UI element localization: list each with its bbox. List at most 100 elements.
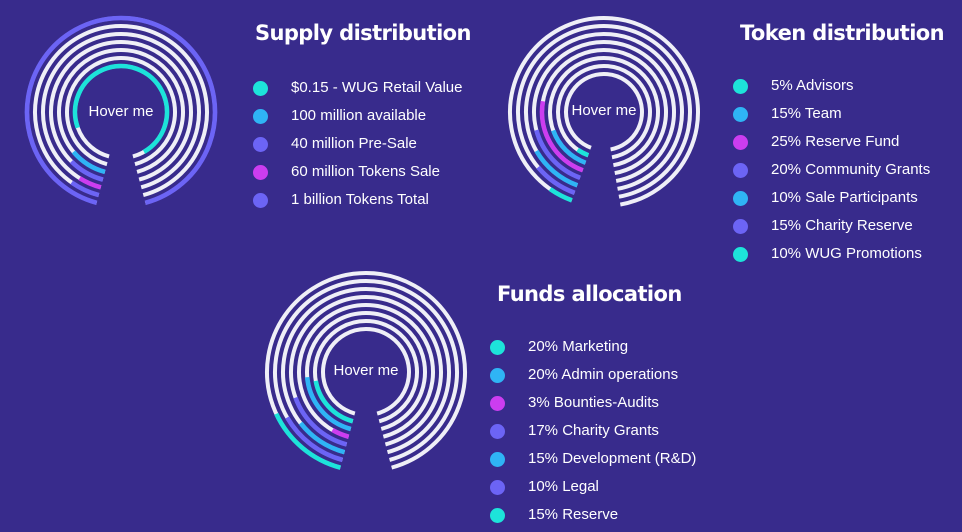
legend-label: $0.15 - WUG Retail Value xyxy=(291,79,463,96)
ring-track xyxy=(516,24,692,199)
ring-track xyxy=(563,72,644,152)
token-distribution-chart[interactable]: Hover me xyxy=(507,11,701,213)
ring-track xyxy=(297,303,435,439)
legend-item: 15% Team xyxy=(733,100,930,128)
legend-label: 1 billion Tokens Total xyxy=(291,191,429,208)
ring-segment xyxy=(72,63,170,154)
supply-distribution-rings xyxy=(24,15,218,206)
supply-distribution-legend: $0.15 - WUG Retail Value 100 million avai… xyxy=(253,74,462,214)
supply-hover-label: Hover me xyxy=(88,103,154,120)
ring-track xyxy=(57,48,185,174)
ring-track xyxy=(508,15,700,207)
legend-label: 10% WUG Promotions xyxy=(771,245,922,262)
supply-distribution-title: Supply distribution xyxy=(255,21,471,45)
legend-dot-icon xyxy=(253,165,268,180)
ring-track xyxy=(265,271,467,470)
legend-dot-icon xyxy=(490,396,505,411)
ring-segment xyxy=(71,150,106,175)
legend-item: 17% Charity Grants xyxy=(490,417,696,445)
legend-dot-icon xyxy=(253,81,268,96)
legend-item: 10% Legal xyxy=(490,473,696,501)
token-distribution-legend: 5% Advisors 15% Team 25% Reserve Fund 20% C… xyxy=(733,72,930,268)
legend-label: 20% Community Grants xyxy=(771,161,931,178)
legend-dot-icon xyxy=(490,424,505,439)
supply-distribution-chart[interactable]: Hover me xyxy=(24,11,218,213)
ring-track xyxy=(41,32,201,190)
ring-segment xyxy=(293,396,348,447)
ring-segment xyxy=(70,180,100,198)
ring-track xyxy=(33,24,209,198)
funds-allocation-legend: 20% Marketing 20% Admin operations 3% Boun… xyxy=(490,333,696,529)
ring-segment xyxy=(78,176,102,190)
legend-label: 15% Reserve xyxy=(528,506,619,523)
ring-segment xyxy=(24,15,218,206)
legend-dot-icon xyxy=(733,135,748,150)
ring-segment xyxy=(298,421,346,455)
legend-label: 3% Bounties-Audits xyxy=(528,394,659,411)
legend-label: 60 million Tokens Sale xyxy=(291,163,440,180)
ring-track xyxy=(65,56,177,167)
legend-item: 3% Bounties-Audits xyxy=(490,389,696,417)
ring-segment xyxy=(536,165,576,195)
legend-label: 5% Advisors xyxy=(771,77,854,94)
ring-segment xyxy=(285,416,344,463)
ring-segment xyxy=(274,412,341,470)
ring-track xyxy=(281,287,451,455)
ring-track xyxy=(321,326,411,416)
ring-segment xyxy=(534,149,579,188)
legend-label: 15% Team xyxy=(771,105,842,122)
ring-track xyxy=(555,64,652,160)
ring-segment xyxy=(548,187,573,203)
legend-dot-icon xyxy=(733,191,748,206)
ring-segment xyxy=(331,428,350,439)
legend-item: 20% Marketing xyxy=(490,333,696,361)
ring-segment xyxy=(534,129,581,180)
funds-allocation-chart[interactable]: Hover me xyxy=(264,270,468,474)
legend-item: 15% Development (R&D) xyxy=(490,445,696,473)
legend-item: 40 million Pre-Sale xyxy=(253,130,462,158)
legend-label: 100 million available xyxy=(291,107,427,124)
legend-dot-icon xyxy=(490,480,505,495)
legend-dot-icon xyxy=(253,109,268,124)
legend-label: 10% Legal xyxy=(528,478,599,495)
ring-segment xyxy=(304,376,352,432)
legend-dot-icon xyxy=(490,452,505,467)
legend-item: 60 million Tokens Sale xyxy=(253,158,462,186)
legend-dot-icon xyxy=(733,107,748,122)
legend-dot-icon xyxy=(490,508,505,523)
legend-item: 15% Reserve xyxy=(490,501,696,529)
legend-item: 10% WUG Promotions xyxy=(733,240,930,268)
legend-dot-icon xyxy=(733,247,748,262)
legend-item: $0.15 - WUG Retail Value xyxy=(253,74,462,102)
legend-dot-icon xyxy=(733,219,748,234)
legend-label: 25% Reserve Fund xyxy=(771,133,900,150)
legend-label: 20% Admin operations xyxy=(528,366,679,383)
legend-dot-icon xyxy=(733,163,748,178)
legend-dot-icon xyxy=(733,79,748,94)
ring-segment xyxy=(551,129,587,165)
ring-segment xyxy=(313,380,354,424)
legend-item: 20% Admin operations xyxy=(490,361,696,389)
token-distribution-rings xyxy=(508,15,700,207)
ring-segment xyxy=(576,147,590,158)
funds-allocation-title: Funds allocation xyxy=(497,282,682,306)
legend-dot-icon xyxy=(253,137,268,152)
ring-track xyxy=(49,39,193,182)
legend-item: 5% Advisors xyxy=(733,72,930,100)
legend-dot-icon xyxy=(253,193,268,208)
legend-label: 17% Charity Grants xyxy=(528,422,659,439)
ring-track xyxy=(524,32,684,191)
legend-label: 20% Marketing xyxy=(528,338,629,355)
legend-label: 40 million Pre-Sale xyxy=(291,135,417,152)
legend-dot-icon xyxy=(490,368,505,383)
ring-segment xyxy=(69,159,104,182)
funds-allocation-rings xyxy=(265,271,467,470)
legend-label: 15% Development (R&D) xyxy=(528,450,697,467)
legend-item: 100 million available xyxy=(253,102,462,130)
legend-item: 1 billion Tokens Total xyxy=(253,186,462,214)
legend-item: 25% Reserve Fund xyxy=(733,128,930,156)
funds-hover-label: Hover me xyxy=(333,362,399,379)
ring-segment xyxy=(539,100,584,173)
legend-label: 15% Charity Reserve xyxy=(771,217,913,234)
legend-label: 10% Sale Participants xyxy=(771,189,918,206)
